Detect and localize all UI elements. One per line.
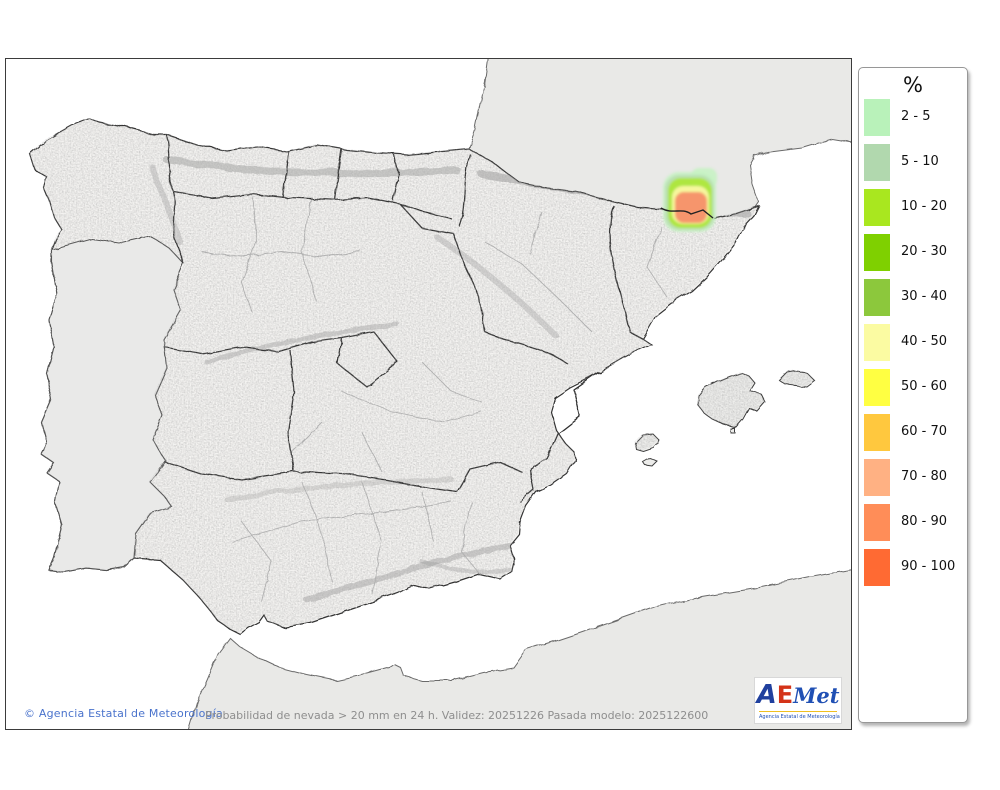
legend-item: 70 - 80: [859, 459, 969, 496]
legend-item: 80 - 90: [859, 504, 969, 541]
legend-item: 50 - 60: [859, 369, 969, 406]
logo-letter-e: E: [776, 681, 794, 709]
legend-label: 80 - 90: [901, 514, 948, 529]
legend-label: 70 - 80: [901, 469, 948, 484]
legend-swatch: [864, 279, 890, 316]
aemet-logo: AEMet Agencia Estatal de Meteorología: [754, 677, 842, 724]
legend-label: 50 - 60: [901, 379, 948, 394]
logo-letter-a: A: [756, 680, 777, 710]
legend-label: 20 - 30: [901, 244, 948, 259]
legend-item: 30 - 40: [859, 279, 969, 316]
legend-item: 20 - 30: [859, 234, 969, 271]
legend-swatch: [864, 369, 890, 406]
legend-swatch: [864, 144, 890, 181]
legend-swatch: [864, 234, 890, 271]
legend-label: 2 - 5: [901, 109, 931, 124]
copyright-attribution: © Agencia Estatal de Meteorología: [24, 707, 223, 720]
legend-item: 90 - 100: [859, 549, 969, 586]
legend-item: 5 - 10: [859, 144, 969, 181]
legend-item: 2 - 5: [859, 99, 969, 136]
legend-item: 60 - 70: [859, 414, 969, 451]
legend-panel: % 2 - 5 5 - 10 10 - 20 20 - 30 30 - 40 4…: [858, 67, 968, 723]
pyrenees-border-overlay: [660, 207, 714, 219]
legend-swatch: [864, 549, 890, 586]
legend-label: 10 - 20: [901, 199, 948, 214]
legend-label: 40 - 50: [901, 334, 948, 349]
legend-title: %: [903, 73, 923, 97]
probability-hotspot: [663, 168, 717, 232]
spain-relief-map: [6, 59, 851, 729]
legend-item: 10 - 20: [859, 189, 969, 226]
legend-swatch: [864, 414, 890, 451]
legend-swatch: [864, 189, 890, 226]
legend-label: 5 - 10: [901, 154, 939, 169]
legend-swatch: [864, 504, 890, 541]
hotspot-ring-center: [675, 192, 707, 223]
legend-label: 60 - 70: [901, 424, 948, 439]
map-frame: © Agencia Estatal de Meteorología Probab…: [5, 58, 852, 730]
terrain-texture: [6, 59, 851, 729]
legend-swatch: [864, 99, 890, 136]
logo-tagline: Agencia Estatal de Meteorología: [759, 711, 840, 720]
map-caption: Probabilidad de nevada > 20 mm en 24 h. …: [205, 709, 709, 722]
legend-item: 40 - 50: [859, 324, 969, 361]
legend-label: 90 - 100: [901, 559, 956, 574]
aemet-wordmark: AEMet: [755, 680, 841, 710]
legend-swatch: [864, 324, 890, 361]
legend-swatch: [864, 459, 890, 496]
logo-letters-met: Met: [793, 683, 840, 708]
legend-label: 30 - 40: [901, 289, 948, 304]
